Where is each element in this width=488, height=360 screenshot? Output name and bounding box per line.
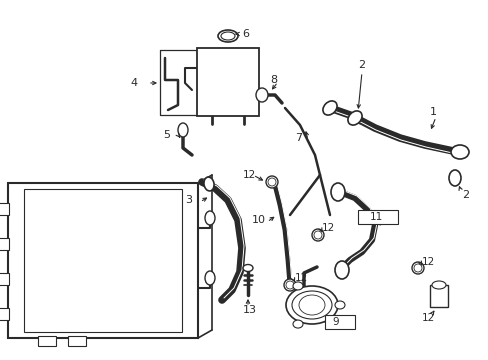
Text: 13: 13 (243, 305, 257, 315)
Bar (68, 336, 86, 346)
Circle shape (313, 231, 321, 239)
Text: 4: 4 (130, 78, 137, 88)
Ellipse shape (256, 88, 267, 102)
Ellipse shape (221, 32, 235, 40)
Ellipse shape (291, 291, 331, 319)
Text: 6: 6 (242, 29, 248, 39)
Ellipse shape (431, 281, 445, 289)
Circle shape (311, 229, 324, 241)
Text: 2: 2 (461, 190, 468, 200)
Text: 11: 11 (369, 212, 383, 222)
Bar (0, 203, 9, 215)
Ellipse shape (292, 282, 303, 290)
Ellipse shape (450, 145, 468, 159)
Text: 10: 10 (251, 215, 265, 225)
Text: 12: 12 (421, 257, 434, 267)
Bar (325, 315, 354, 329)
Bar (24, 189, 182, 332)
Text: 12: 12 (321, 223, 335, 233)
Bar (8, 183, 198, 338)
Ellipse shape (330, 183, 345, 201)
Ellipse shape (334, 301, 345, 309)
Text: 5: 5 (163, 130, 170, 140)
Ellipse shape (292, 320, 303, 328)
Text: 12: 12 (421, 313, 434, 323)
Ellipse shape (298, 295, 325, 315)
Circle shape (265, 176, 278, 188)
Text: 3: 3 (184, 195, 192, 205)
Bar (0, 238, 9, 250)
Bar (38, 336, 56, 346)
Text: 12: 12 (294, 273, 307, 283)
Bar (0, 273, 9, 285)
Text: 12: 12 (243, 170, 256, 180)
Circle shape (285, 281, 293, 289)
Circle shape (284, 279, 295, 291)
Ellipse shape (218, 30, 238, 42)
Ellipse shape (285, 286, 337, 324)
Ellipse shape (204, 211, 215, 225)
Circle shape (411, 262, 423, 274)
Bar (0, 308, 9, 320)
Text: 8: 8 (269, 75, 277, 85)
Bar (429, 285, 447, 307)
Ellipse shape (178, 123, 187, 137)
Ellipse shape (243, 265, 252, 271)
Ellipse shape (322, 101, 336, 115)
Text: 9: 9 (331, 317, 338, 327)
Ellipse shape (448, 170, 460, 186)
Text: 2: 2 (357, 60, 365, 70)
Ellipse shape (204, 271, 215, 285)
Text: 7: 7 (294, 133, 302, 143)
Ellipse shape (334, 261, 348, 279)
Text: 1: 1 (429, 107, 436, 117)
Ellipse shape (347, 111, 361, 125)
Circle shape (267, 178, 275, 186)
Bar (357, 210, 397, 224)
Circle shape (413, 264, 421, 272)
Ellipse shape (203, 177, 214, 191)
Bar (197, 48, 259, 116)
